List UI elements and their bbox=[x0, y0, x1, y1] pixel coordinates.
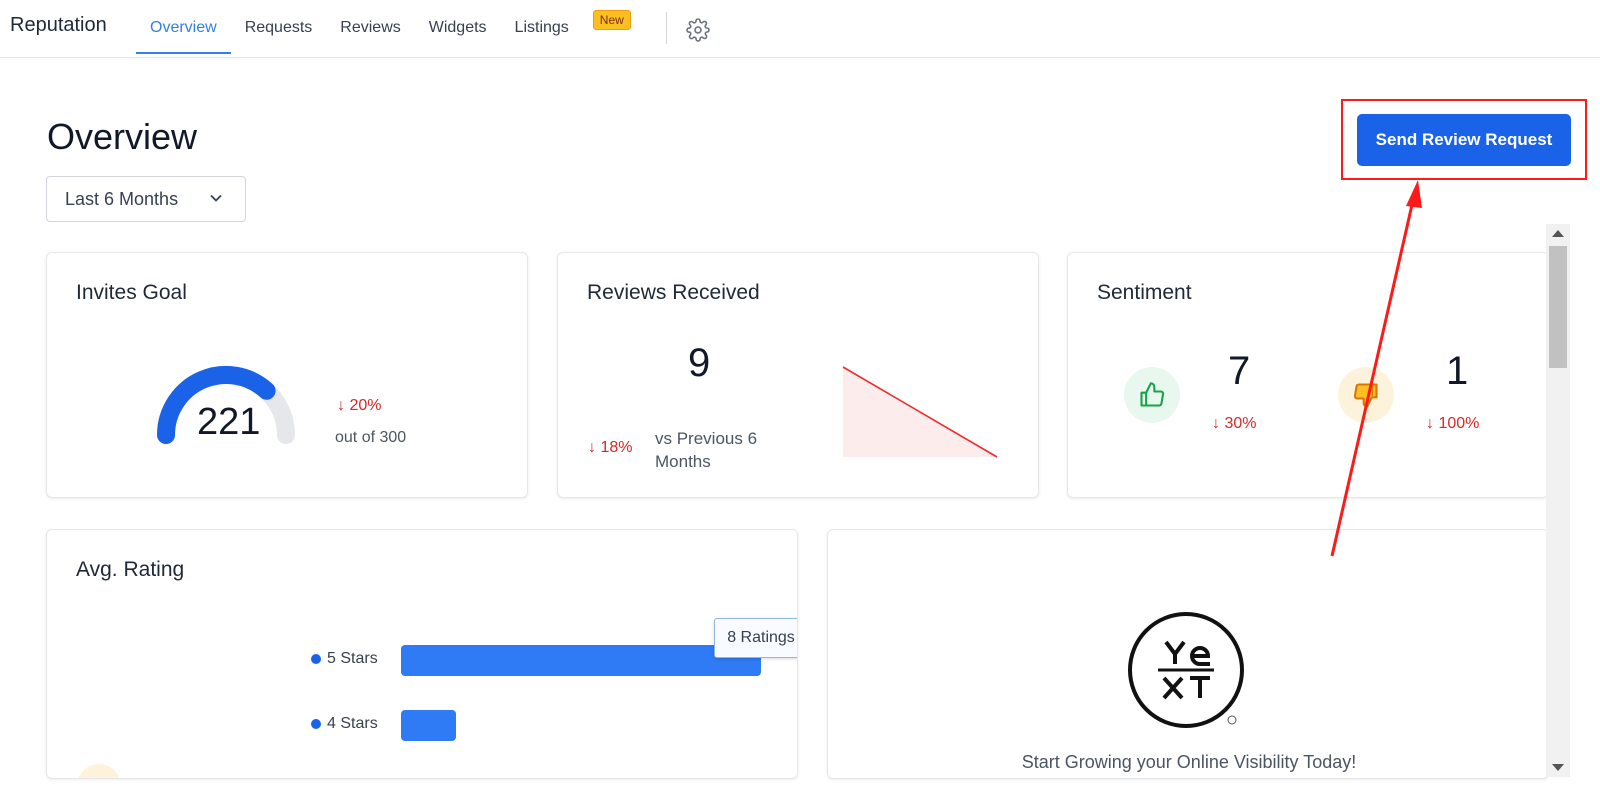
rating-row-label-text: 4 Stars bbox=[327, 715, 378, 732]
reviews-received-delta: ↓ 18% bbox=[588, 439, 632, 457]
nav-divider bbox=[666, 12, 667, 44]
sentiment-title: Sentiment bbox=[1097, 281, 1192, 304]
chevron-down-icon bbox=[210, 194, 222, 202]
reviews-received-title: Reviews Received bbox=[587, 281, 760, 304]
legend-dot bbox=[311, 719, 321, 729]
yext-promo-card: Start Growing your Online Visibility Tod… bbox=[827, 529, 1549, 779]
invites-goal-value: 221 bbox=[197, 401, 261, 443]
nav-tabs: Overview Requests Reviews Widgets Listin… bbox=[136, 0, 631, 56]
positive-sentiment-value: 7 bbox=[1228, 349, 1251, 393]
date-range-select[interactable]: Last 6 Months bbox=[46, 176, 246, 222]
promo-text: Start Growing your Online Visibility Tod… bbox=[1021, 752, 1357, 772]
scroll-thumb[interactable] bbox=[1549, 246, 1567, 368]
invites-goal-out-of: out of 300 bbox=[335, 429, 407, 446]
reviews-received-value: 9 bbox=[688, 341, 711, 385]
negative-sentiment-value: 1 bbox=[1446, 349, 1469, 393]
yext-logo bbox=[1128, 612, 1244, 728]
send-review-request-button[interactable]: Send Review Request bbox=[1357, 114, 1571, 166]
scrollbar[interactable] bbox=[1546, 224, 1570, 777]
reviews-trend-sparkline bbox=[842, 366, 998, 458]
rating-bar-5-stars[interactable] bbox=[401, 645, 761, 676]
rating-row-label: 5 Stars bbox=[311, 650, 378, 668]
scroll-down-arrow[interactable] bbox=[1552, 764, 1564, 771]
invites-goal-gauge bbox=[157, 365, 295, 444]
annotation-arrow bbox=[1330, 180, 1422, 557]
arrow-down-icon: ↓ bbox=[1426, 415, 1439, 432]
reviews-received-card: Reviews Received 9 ↓ 18% vs Previous 6 M… bbox=[557, 252, 1039, 498]
arrow-down-icon: ↓ bbox=[588, 439, 601, 456]
app-title: Reputation bbox=[10, 14, 107, 36]
invites-goal-card: Invites Goal 221 ↓ 20% out of 300 bbox=[46, 252, 528, 498]
annotation-highlight-box bbox=[1341, 99, 1587, 180]
tab-reviews[interactable]: Reviews bbox=[340, 19, 401, 36]
positive-sentiment-delta-value: 30% bbox=[1224, 415, 1257, 432]
positive-sentiment-badge bbox=[1124, 367, 1180, 423]
scroll-up-arrow[interactable] bbox=[1552, 230, 1564, 237]
tab-requests[interactable]: Requests bbox=[244, 19, 313, 36]
negative-sentiment-delta-value: 100% bbox=[1438, 415, 1480, 432]
rating-tooltip: 8 Ratings bbox=[714, 618, 797, 658]
rating-row-label: 4 Stars bbox=[311, 715, 378, 733]
page-title: Overview bbox=[47, 116, 198, 157]
avg-rating-title: Avg. Rating bbox=[76, 558, 185, 581]
gear-icon[interactable] bbox=[686, 18, 710, 42]
reviews-received-delta-value: 18% bbox=[600, 439, 633, 456]
date-range-value: Last 6 Months bbox=[65, 188, 179, 209]
top-navigation: Reputation Overview Requests Reviews Wid… bbox=[0, 0, 1600, 58]
avg-rating-card: Avg. Rating 5 Stars 8 Ratings 4 Stars bbox=[46, 529, 798, 779]
thumbs-up-icon bbox=[1140, 382, 1165, 407]
arrow-down-icon: ↓ bbox=[337, 397, 350, 414]
sentiment-card: Sentiment 7 ↓ 30% 1 ↓ 100% bbox=[1067, 252, 1549, 498]
invites-goal-delta-value: 20% bbox=[349, 397, 382, 414]
tab-listings-label: Listings bbox=[514, 19, 569, 36]
rating-bar-4-stars[interactable] bbox=[401, 710, 456, 741]
invites-goal-title: Invites Goal bbox=[76, 281, 187, 304]
tab-listings[interactable]: Listings New bbox=[501, 0, 631, 56]
rating-row-label-text: 5 Stars bbox=[327, 650, 378, 667]
negative-sentiment-delta: ↓ 100% bbox=[1426, 415, 1479, 433]
arrow-down-icon: ↓ bbox=[1212, 415, 1225, 432]
reviews-received-comparison: vs Previous 6 Months bbox=[655, 429, 758, 471]
tab-overview[interactable]: Overview bbox=[136, 0, 231, 56]
partial-rating-icon bbox=[77, 764, 121, 778]
invites-goal-delta: ↓ 20% bbox=[337, 397, 381, 415]
new-badge: New bbox=[592, 10, 631, 30]
legend-dot bbox=[311, 654, 321, 664]
tab-widgets[interactable]: Widgets bbox=[428, 19, 487, 36]
positive-sentiment-delta: ↓ 30% bbox=[1212, 415, 1256, 433]
